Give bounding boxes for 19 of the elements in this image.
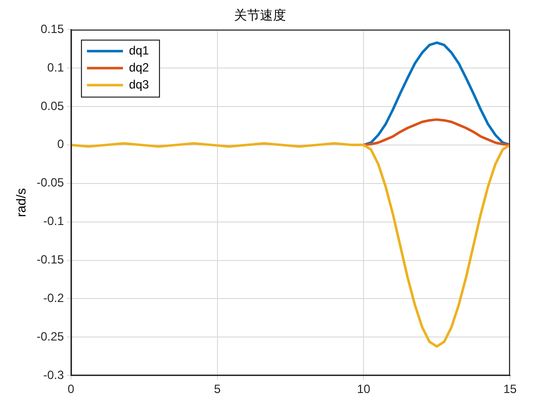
x-tick-label: 10 [356,382,371,396]
y-axis-title: rad/s [13,188,28,218]
x-tick-label: 0 [68,382,75,396]
y-tick-label: -0.05 [36,176,64,190]
y-tick-label: 0.15 [40,22,64,36]
y-tick-label: -0.1 [43,214,64,228]
y-tick-label: -0.25 [36,329,64,344]
y-tick-label: -0.15 [36,252,64,267]
y-tick-label: 0 [57,137,64,152]
x-tick-label: 5 [214,382,221,396]
y-tick-label: 0.1 [47,60,64,74]
y-tick-label: -0.2 [43,291,64,306]
legend-label: dq1 [128,43,150,58]
x-tick-label: 15 [503,382,517,396]
legend-label: dq3 [128,77,150,92]
y-tick-label: -0.3 [43,368,64,382]
chart-title: 关节速度 [234,7,286,22]
y-tick-label: 0.05 [40,98,64,113]
legend-label: dq2 [128,60,150,74]
